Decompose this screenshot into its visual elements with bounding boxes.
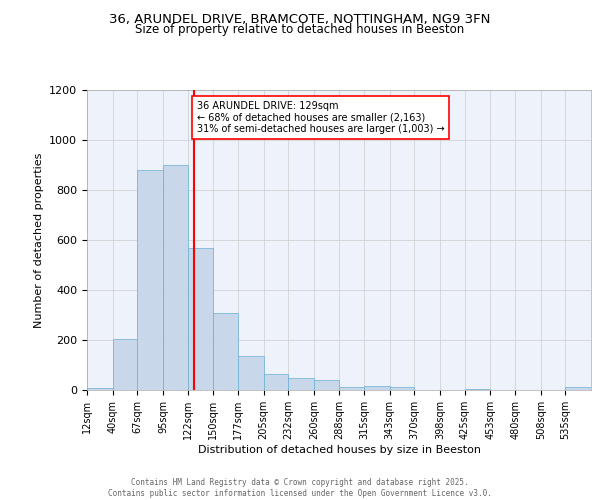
X-axis label: Distribution of detached houses by size in Beeston: Distribution of detached houses by size … <box>197 444 481 454</box>
Bar <box>465 389 490 390</box>
Bar <box>390 386 415 390</box>
Bar <box>188 248 213 390</box>
Bar <box>565 387 591 390</box>
Bar <box>238 356 263 390</box>
Bar <box>113 339 137 390</box>
Text: Contains HM Land Registry data © Crown copyright and database right 2025.
Contai: Contains HM Land Registry data © Crown c… <box>108 478 492 498</box>
Text: 36, ARUNDEL DRIVE, BRAMCOTE, NOTTINGHAM, NG9 3FN: 36, ARUNDEL DRIVE, BRAMCOTE, NOTTINGHAM,… <box>109 12 491 26</box>
Bar <box>163 165 188 390</box>
Bar <box>288 378 314 390</box>
Bar <box>87 388 113 390</box>
Bar <box>137 170 163 390</box>
Bar <box>213 312 238 390</box>
Bar <box>314 380 340 390</box>
Bar <box>364 386 390 390</box>
Text: 36 ARUNDEL DRIVE: 129sqm
← 68% of detached houses are smaller (2,163)
31% of sem: 36 ARUNDEL DRIVE: 129sqm ← 68% of detach… <box>197 101 445 134</box>
Y-axis label: Number of detached properties: Number of detached properties <box>34 152 44 328</box>
Text: Size of property relative to detached houses in Beeston: Size of property relative to detached ho… <box>136 22 464 36</box>
Bar <box>263 374 288 390</box>
Bar <box>340 387 364 390</box>
